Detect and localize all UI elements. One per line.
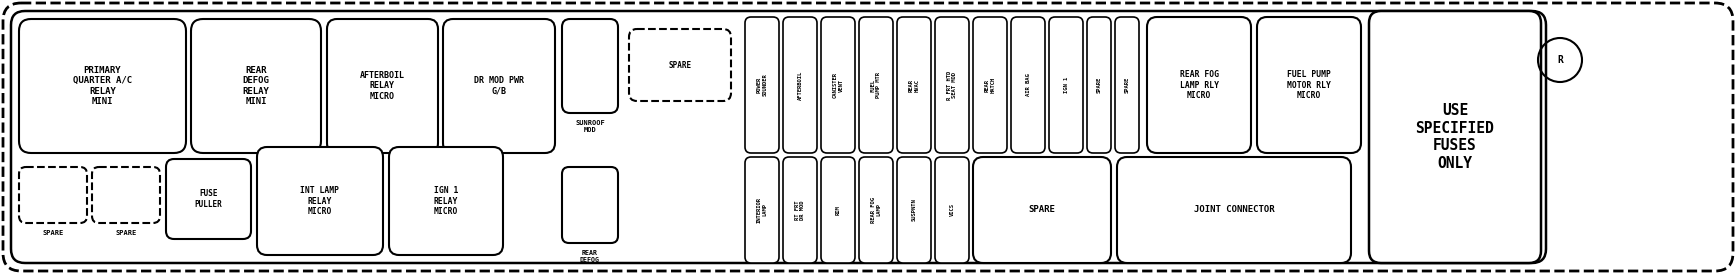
Text: REAR
DEFOG: REAR DEFOG	[580, 250, 601, 263]
Text: REAR
DEFOG
RELAY
MINI: REAR DEFOG RELAY MINI	[243, 66, 269, 106]
Text: FUEL
PUMP MTR: FUEL PUMP MTR	[870, 72, 882, 98]
FancyBboxPatch shape	[443, 19, 556, 153]
FancyBboxPatch shape	[1010, 17, 1045, 153]
FancyBboxPatch shape	[936, 17, 969, 153]
FancyBboxPatch shape	[562, 167, 618, 243]
Text: POWER
SOUNDER: POWER SOUNDER	[757, 74, 767, 96]
FancyBboxPatch shape	[745, 157, 779, 263]
Text: DR MOD PWR
G/B: DR MOD PWR G/B	[474, 76, 524, 96]
FancyBboxPatch shape	[326, 19, 437, 153]
FancyBboxPatch shape	[859, 157, 892, 263]
FancyBboxPatch shape	[783, 157, 818, 263]
Text: R: R	[1557, 55, 1562, 65]
FancyBboxPatch shape	[3, 3, 1733, 271]
Text: SUSPNTN: SUSPNTN	[911, 199, 917, 221]
Text: SPARE: SPARE	[42, 230, 64, 236]
FancyBboxPatch shape	[19, 167, 87, 223]
Text: AIR BAG: AIR BAG	[1026, 74, 1031, 96]
Text: INTERIOR
LAMP: INTERIOR LAMP	[757, 197, 767, 223]
FancyBboxPatch shape	[972, 157, 1111, 263]
FancyBboxPatch shape	[1370, 11, 1542, 263]
Text: REAR FOG
LAMP RLY
MICRO: REAR FOG LAMP RLY MICRO	[1179, 70, 1219, 100]
FancyBboxPatch shape	[1049, 17, 1083, 153]
Text: SPARE: SPARE	[668, 61, 691, 70]
FancyBboxPatch shape	[821, 157, 856, 263]
Text: IGN 1: IGN 1	[1064, 77, 1068, 93]
FancyBboxPatch shape	[783, 17, 818, 153]
Text: REAR
HATCH: REAR HATCH	[984, 77, 995, 93]
Text: FUSE
PULLER: FUSE PULLER	[194, 189, 222, 209]
FancyBboxPatch shape	[1087, 17, 1111, 153]
FancyBboxPatch shape	[10, 11, 1547, 263]
FancyBboxPatch shape	[972, 17, 1007, 153]
Text: SPARE: SPARE	[1097, 77, 1102, 93]
FancyBboxPatch shape	[859, 17, 892, 153]
FancyBboxPatch shape	[167, 159, 252, 239]
FancyBboxPatch shape	[19, 19, 186, 153]
FancyBboxPatch shape	[1116, 157, 1351, 263]
Text: CANISTER
VENT: CANISTER VENT	[833, 72, 844, 98]
FancyBboxPatch shape	[1147, 17, 1252, 153]
FancyBboxPatch shape	[92, 167, 160, 223]
Text: REAR FOG
LAMP: REAR FOG LAMP	[870, 197, 882, 223]
FancyBboxPatch shape	[936, 157, 969, 263]
FancyBboxPatch shape	[628, 29, 731, 101]
Text: INT LAMP
RELAY
MICRO: INT LAMP RELAY MICRO	[300, 186, 340, 216]
Text: IGN 1
RELAY
MICRO: IGN 1 RELAY MICRO	[434, 186, 458, 216]
Text: AFTERBOIL: AFTERBOIL	[797, 70, 802, 100]
FancyBboxPatch shape	[389, 147, 503, 255]
Text: RT FRT
DR MOD: RT FRT DR MOD	[795, 200, 806, 220]
FancyBboxPatch shape	[898, 157, 930, 263]
Text: SPARE: SPARE	[115, 230, 137, 236]
Text: VICS: VICS	[950, 204, 955, 216]
Text: FUEL PUMP
MOTOR RLY
MICRO: FUEL PUMP MOTOR RLY MICRO	[1286, 70, 1332, 100]
Text: RIM: RIM	[835, 205, 840, 215]
Text: SPARE: SPARE	[1028, 206, 1055, 215]
Text: REAR
HVAC: REAR HVAC	[908, 78, 920, 92]
Text: SPARE: SPARE	[1125, 77, 1130, 93]
FancyBboxPatch shape	[898, 17, 930, 153]
Text: PRIMARY
QUARTER A/C
RELAY
MINI: PRIMARY QUARTER A/C RELAY MINI	[73, 66, 132, 106]
FancyBboxPatch shape	[745, 17, 779, 153]
Text: R FRT HTD
SEAT MOD: R FRT HTD SEAT MOD	[946, 70, 957, 100]
Text: USE
SPECIFIED
FUSES
ONLY: USE SPECIFIED FUSES ONLY	[1415, 103, 1495, 171]
FancyBboxPatch shape	[1115, 17, 1139, 153]
FancyBboxPatch shape	[1257, 17, 1361, 153]
FancyBboxPatch shape	[562, 19, 618, 113]
Text: SUNROOF
MOD: SUNROOF MOD	[575, 120, 604, 133]
Text: AFTERBOIL
RELAY
MICRO: AFTERBOIL RELAY MICRO	[359, 71, 404, 101]
FancyBboxPatch shape	[257, 147, 384, 255]
FancyBboxPatch shape	[191, 19, 321, 153]
FancyBboxPatch shape	[821, 17, 856, 153]
Text: JOINT CONNECTOR: JOINT CONNECTOR	[1194, 206, 1274, 215]
